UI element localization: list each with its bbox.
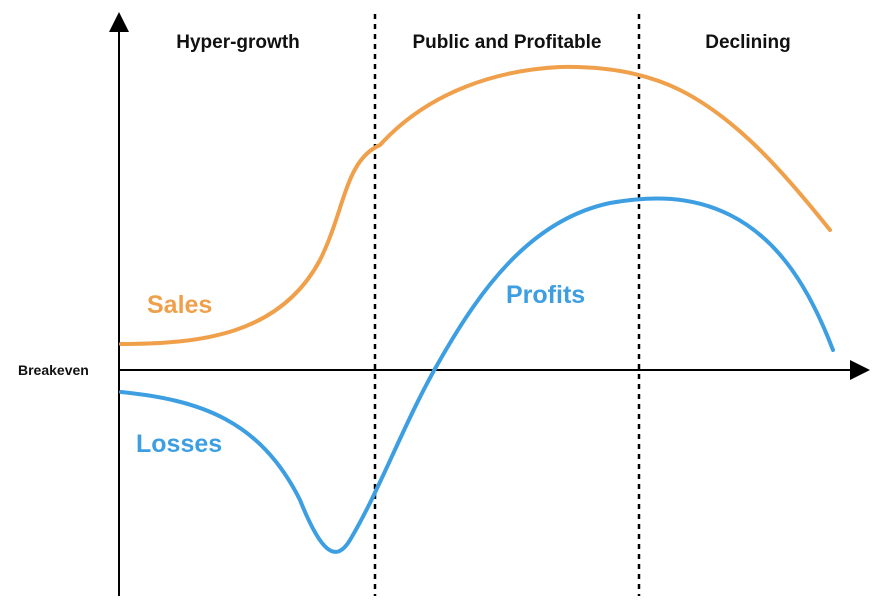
phase-label-hyper-growth: Hyper-growth [176, 32, 300, 53]
profits-label: Profits [506, 281, 585, 309]
phase-label-declining: Declining [705, 32, 791, 53]
phase-label-public-profitable: Public and Profitable [413, 32, 602, 53]
profits-losses-curve [119, 196, 835, 554]
sales-label: Sales [147, 291, 212, 319]
sales-curve [119, 64, 832, 346]
breakeven-label: Breakeven [18, 362, 89, 378]
losses-label: Losses [136, 430, 222, 458]
